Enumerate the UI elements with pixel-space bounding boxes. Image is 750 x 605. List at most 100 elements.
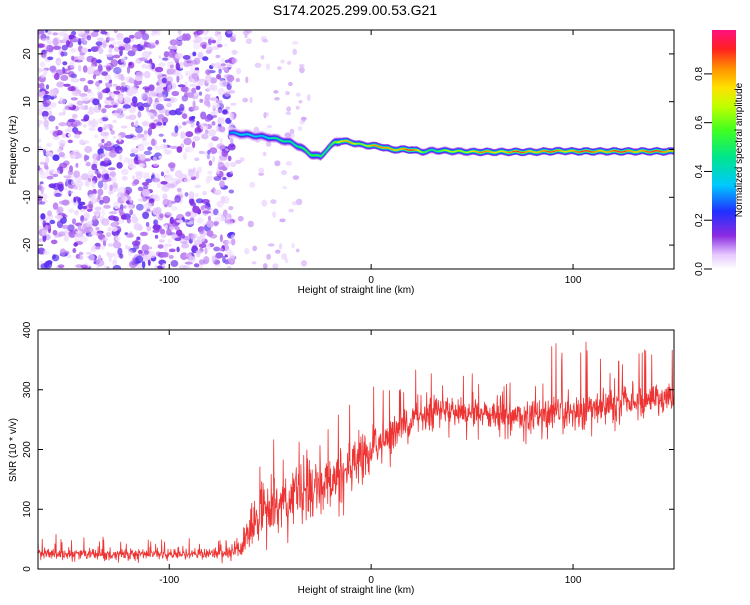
noise-blob: [56, 220, 64, 229]
noise-blob: [74, 133, 81, 139]
noise-blob: [155, 86, 164, 94]
noise-blob: [101, 218, 110, 226]
snr-x-ticks: -100 0 100: [159, 330, 582, 586]
noise-blob: [121, 168, 129, 176]
noise-blob: [46, 142, 52, 148]
noise-blob: [143, 202, 152, 210]
noise-blob: [184, 70, 189, 77]
noise-blob: [158, 133, 164, 137]
spectrogram-x-ticks: -100 0 100: [159, 30, 582, 286]
noise-blob: [284, 132, 291, 138]
noise-blob: [118, 95, 124, 101]
noise-blob: [285, 111, 292, 115]
noise-blob: [73, 242, 78, 247]
noise-blob: [62, 30, 68, 33]
noise-blob: [111, 92, 115, 99]
noise-blob: [38, 30, 45, 35]
noise-blob: [165, 169, 170, 175]
noise-blob: [108, 79, 113, 84]
noise-blob: [99, 165, 106, 170]
noise-blob: [128, 62, 132, 66]
noise-blob: [112, 216, 120, 222]
noise-blob: [135, 172, 143, 180]
noise-blob: [146, 104, 150, 113]
noise-blob: [84, 30, 90, 34]
noise-blob: [206, 243, 211, 251]
noise-blob: [115, 85, 122, 91]
noise-blob: [147, 127, 153, 136]
noise-blob: [301, 116, 307, 122]
noise-blob: [192, 136, 201, 142]
noise-blob: [261, 199, 268, 207]
noise-blob: [236, 67, 242, 75]
noise-blob: [164, 98, 172, 102]
noise-blob: [194, 193, 199, 198]
noise-blob: [73, 185, 78, 190]
noise-blob: [299, 66, 305, 74]
noise-blob: [215, 54, 221, 59]
noise-blob: [49, 88, 57, 97]
noise-blob: [77, 225, 82, 231]
noise-blob: [192, 105, 200, 111]
noise-blob: [184, 192, 189, 197]
noise-blob: [234, 159, 242, 164]
noise-blob: [38, 225, 44, 230]
noise-blob: [52, 173, 59, 178]
noise-blob: [138, 163, 146, 168]
noise-blob: [139, 133, 145, 138]
ridge-cell: [328, 146, 331, 148]
noise-blob: [41, 49, 48, 55]
noise-blob: [263, 112, 267, 119]
noise-blob: [154, 195, 161, 202]
noise-blob: [292, 48, 298, 55]
noise-blob: [111, 99, 116, 106]
noise-blob: [116, 162, 123, 169]
noise-blob: [66, 120, 73, 127]
noise-blob: [62, 61, 68, 66]
noise-blob: [41, 90, 46, 96]
noise-blob: [107, 167, 116, 171]
ridge-cell: [290, 141, 293, 143]
noise-blob: [61, 224, 69, 229]
noise-blob: [180, 252, 188, 260]
noise-blob: [38, 32, 41, 40]
noise-blob: [218, 117, 225, 122]
noise-blob: [258, 167, 265, 174]
noise-blob: [153, 219, 159, 226]
noise-blob: [222, 66, 229, 71]
noise-blob: [61, 44, 68, 51]
noise-blob: [161, 57, 169, 61]
noise-blob: [174, 195, 181, 203]
noise-blob: [91, 230, 97, 236]
noise-blob: [192, 42, 200, 50]
noise-blob: [115, 107, 122, 115]
noise-blob: [158, 55, 162, 60]
noise-blob: [297, 126, 303, 131]
noise-blob: [86, 55, 95, 63]
noise-blob: [125, 200, 131, 204]
noise-blob: [45, 152, 54, 157]
noise-blob: [88, 194, 96, 200]
noise-blob: [198, 243, 207, 248]
noise-blob: [43, 99, 51, 107]
noise-blob: [204, 129, 209, 134]
noise-blob: [153, 163, 159, 167]
noise-blob: [147, 146, 153, 151]
noise-blob: [153, 145, 162, 151]
noise-blob: [187, 171, 196, 178]
noise-blob: [99, 118, 103, 125]
noise-blob: [219, 80, 228, 88]
noise-blob: [169, 216, 174, 225]
colorbar-label: Normalized spectral amplitude: [734, 82, 745, 217]
noise-blob: [208, 160, 213, 166]
noise-blob: [60, 97, 66, 105]
noise-blob: [270, 199, 277, 205]
noise-blob: [132, 44, 139, 48]
noise-blob: [291, 243, 295, 249]
noise-blob: [208, 142, 214, 149]
noise-blob: [82, 205, 88, 210]
noise-blob: [204, 94, 211, 101]
snr-plot-area: [38, 341, 674, 564]
noise-blob: [132, 175, 136, 180]
noise-blob: [307, 94, 311, 102]
